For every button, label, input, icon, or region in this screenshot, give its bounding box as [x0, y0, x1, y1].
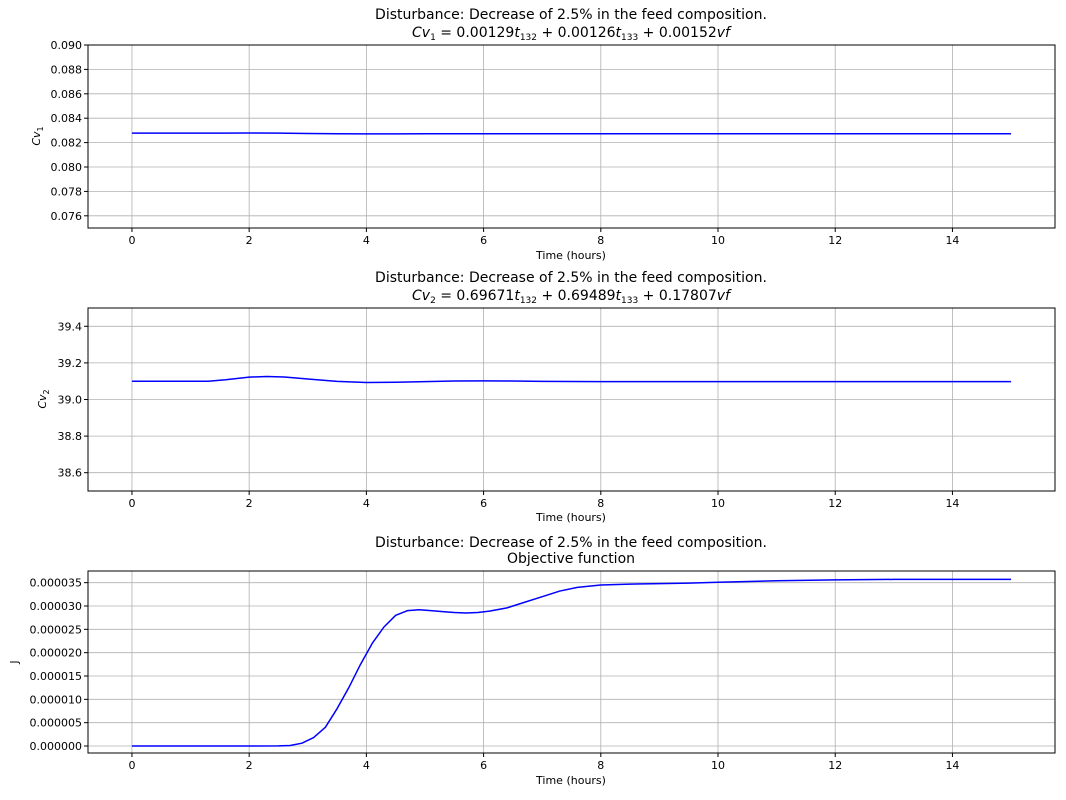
objective-plot-area: 0 2 4 6 8 10 12 14 0.000000 0.000005 0.000010 0.000…: [30, 570, 1056, 772]
cv1-plot-area: 0 2 4 6 8 10 12 14 0.076 0.078 0.080 0.082 0.084 0.08…: [51, 39, 1056, 247]
cv2-x-tick-label: 14: [945, 497, 959, 510]
cv1-y-tick-label: 0.084: [51, 112, 83, 125]
cv1-axes-frame: [87, 44, 1056, 229]
cv2-y-tick-label: 39.4: [58, 320, 83, 333]
cv1-y-tick-label: 0.088: [51, 63, 83, 76]
objective-x-tick-label: 2: [246, 759, 253, 772]
objective-y-axis-label: J: [8, 660, 21, 664]
cv1-x-tick-label: 12: [828, 234, 842, 247]
cv2-y-axis-label: Cv2: [36, 389, 51, 408]
objective-series-line: [131, 578, 1012, 747]
cv1-x-tick-label: 6: [480, 234, 487, 247]
cv1-x-tick-label: 4: [363, 234, 370, 247]
cv2-x-tick-label: 8: [597, 497, 604, 510]
objective-x-tick-label: 14: [945, 759, 959, 772]
objective-y-tick-label: 0.000015: [30, 670, 83, 683]
cv2-axes-frame: [87, 307, 1056, 492]
objective-y-tick-label: 0.000035: [30, 577, 83, 590]
cv2-y-tick-label: 38.6: [58, 467, 83, 480]
objective-y-tick-label: 0.000020: [30, 647, 83, 660]
cv2-plot-area: 0 2 4 6 8 10 12 14 38.6 38.8 39.0 39.2 39.4: [58, 307, 1056, 510]
objective-x-tick-label: 6: [480, 759, 487, 772]
cv2-y-tick-label: 39.0: [58, 394, 83, 407]
cv1-series-line: [131, 132, 1012, 135]
cv2-title: Disturbance: Decrease of 2.5% in the fee…: [375, 270, 767, 286]
objective-y-tick-label: 0.000025: [30, 623, 83, 636]
cv1-x-axis-label: Time (hours): [535, 249, 606, 262]
cv2-x-tick-label: 0: [128, 497, 135, 510]
objective-y-tick-label: 0.000000: [30, 740, 83, 753]
objective-x-tick-label: 8: [597, 759, 604, 772]
objective-title: Disturbance: Decrease of 2.5% in the fee…: [375, 535, 767, 551]
objective-x-axis-label: Time (hours): [535, 774, 606, 787]
cv2-x-tick-label: 4: [363, 497, 370, 510]
cv2-x-tick-label: 6: [480, 497, 487, 510]
cv1-x-tick-label: 8: [597, 234, 604, 247]
objective-panel: Disturbance: Decrease of 2.5% in the fee…: [8, 535, 1056, 787]
cv1-y-tick-label: 0.090: [51, 39, 83, 52]
cv1-equation: Cv1 = 0.00129t132 + 0.00126t133 + 0.0015…: [412, 25, 732, 43]
cv1-y-axis-label: Cv1: [30, 126, 45, 145]
objective-subtitle: Objective function: [507, 551, 635, 567]
objective-y-tick-label: 0.000005: [30, 717, 83, 730]
objective-x-tick-label: 4: [363, 759, 370, 772]
objective-axes-frame: [87, 570, 1056, 754]
objective-y-tick-label: 0.000010: [30, 693, 83, 706]
cv1-x-tick-label: 2: [246, 234, 253, 247]
cv2-panel: Disturbance: Decrease of 2.5% in the fee…: [36, 270, 1056, 524]
cv1-y-tick-label: 0.078: [51, 185, 83, 198]
cv1-y-tick-label: 0.076: [51, 210, 83, 223]
cv2-y-tick-label: 38.8: [58, 430, 83, 443]
cv1-y-tick-label: 0.086: [51, 88, 83, 101]
cv2-x-axis-label: Time (hours): [535, 511, 606, 524]
objective-x-tick-label: 12: [828, 759, 842, 772]
cv2-equation: Cv2 = 0.69671t132 + 0.69489t133 + 0.1780…: [412, 288, 732, 306]
cv1-x-tick-label: 10: [711, 234, 725, 247]
cv1-title: Disturbance: Decrease of 2.5% in the fee…: [375, 7, 767, 23]
cv2-x-tick-label: 2: [246, 497, 253, 510]
cv2-series-line: [131, 375, 1012, 384]
cv2-y-tick-label: 39.2: [58, 357, 83, 370]
cv1-y-tick-label: 0.080: [51, 161, 83, 174]
cv2-x-tick-label: 10: [711, 497, 725, 510]
cv1-y-tick-label: 0.082: [51, 137, 83, 150]
objective-y-tick-label: 0.000030: [30, 600, 83, 613]
cv1-x-tick-label: 14: [945, 234, 959, 247]
cv1-panel: Disturbance: Decrease of 2.5% in the fee…: [30, 7, 1056, 262]
cv1-x-tick-label: 0: [128, 234, 135, 247]
cv2-x-tick-label: 12: [828, 497, 842, 510]
objective-x-tick-label: 10: [711, 759, 725, 772]
objective-x-tick-label: 0: [128, 759, 135, 772]
